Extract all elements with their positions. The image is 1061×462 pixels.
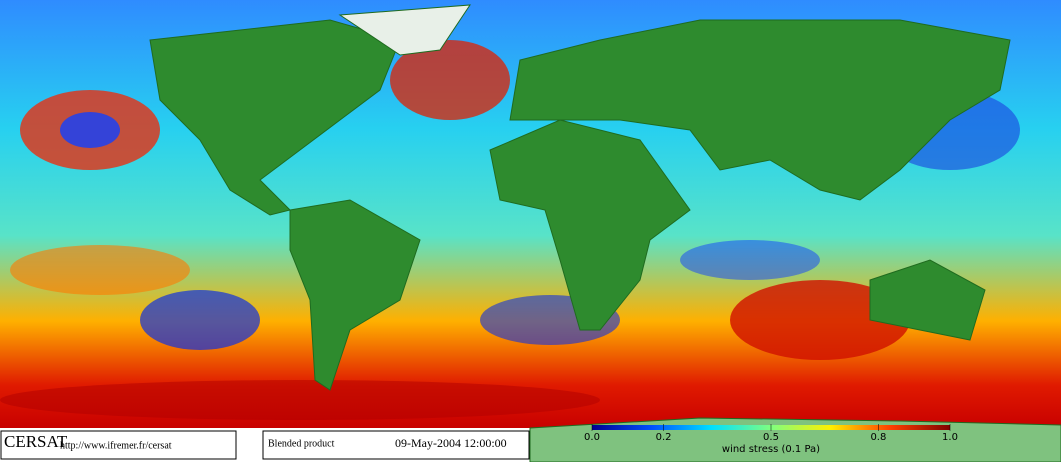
colorbar: wind stress (0.1 Pa) 0.0 0.2 0.5 0.8 1.0 (584, 424, 958, 455)
product: Blended product (268, 438, 335, 449)
date: 09-May-2004 12:00:00 (395, 436, 507, 450)
product-box (262, 430, 530, 460)
colorbar-tick-label: 0.8 (870, 432, 886, 443)
land (149, 4, 1061, 462)
colorbar-tick-label: 0.0 (584, 432, 600, 443)
url: http://www.ifremer.fr/cersat (60, 440, 172, 451)
colorbar-tick-label: 1.0 (942, 432, 958, 443)
logo-box (0, 430, 237, 460)
colorbar-tick-label: 0.2 (656, 432, 672, 443)
colorbar-label: wind stress (0.1 Pa) (722, 444, 820, 455)
colorbar-tick-label: 0.5 (763, 432, 779, 443)
logo: CERSAT (4, 432, 68, 451)
footer: CERSAT http://www.ifremer.fr/cersat Blen… (0, 430, 530, 460)
